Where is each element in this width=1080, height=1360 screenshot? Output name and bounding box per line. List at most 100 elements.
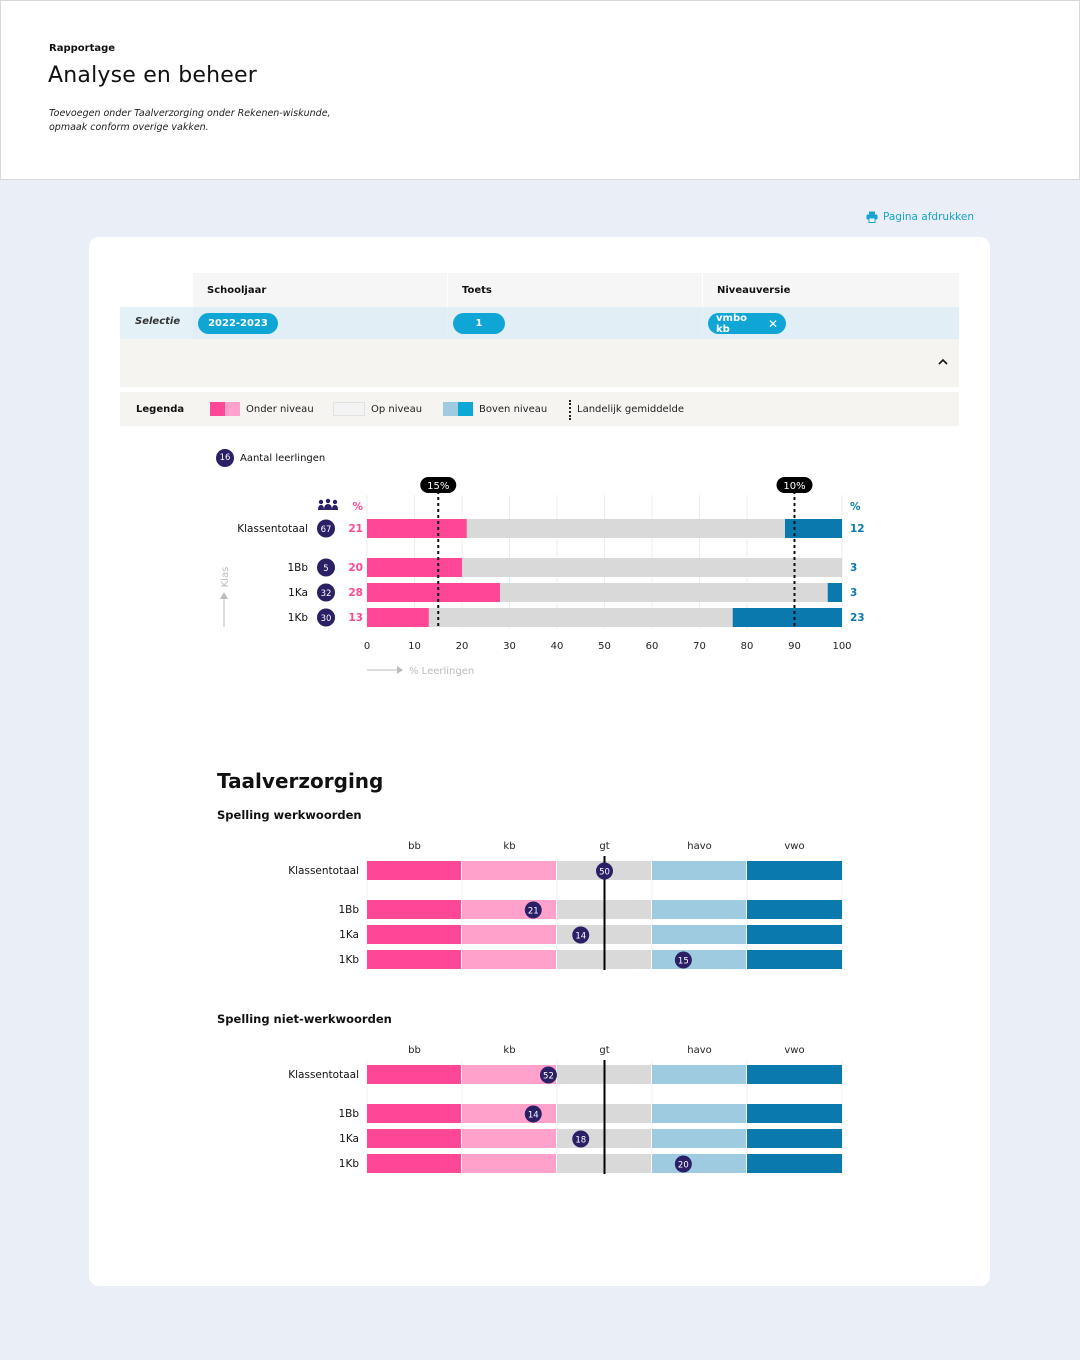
score-marker-label: 52 xyxy=(543,1072,554,1082)
boven-percent-label: 12 xyxy=(850,523,865,535)
filter-panel xyxy=(120,339,959,387)
level-band-kb xyxy=(462,925,556,944)
spelling-werkwoorden-chart: bb kb gt havo vwo Klassentotaal 1Bb 1Ka 1Kb 50 21 1… xyxy=(288,841,843,970)
level-label: kb xyxy=(503,1045,515,1056)
level-band-bb xyxy=(367,1129,461,1148)
x-tick-label: 0 xyxy=(364,641,370,652)
score-marker xyxy=(674,1155,692,1173)
level-band-kb xyxy=(462,950,556,969)
x-tick-label: 50 xyxy=(598,641,611,652)
chevron-up-icon[interactable] xyxy=(935,354,951,370)
column-header-schooljaar: Schooljaar xyxy=(193,273,447,307)
level-band-havo xyxy=(652,1104,746,1123)
spelling-niet-werkwoorden-chart: bb kb gt havo vwo Klassentotaal 1Bb 1Ka 1Kb 52 14 1… xyxy=(288,1045,843,1174)
level-band-kb xyxy=(462,1104,556,1123)
x-axis-arrowhead xyxy=(397,666,403,674)
count-badge xyxy=(317,608,335,627)
score-marker-label: 14 xyxy=(575,932,586,942)
legend-swatch-onder-light xyxy=(225,402,240,416)
level-band-vwo xyxy=(747,925,842,944)
level-band-havo xyxy=(652,1154,746,1173)
bar-boven-niveau xyxy=(785,519,842,538)
chart-title-niet-werkwoorden: Spelling niet-werkwoorden xyxy=(217,1012,392,1026)
score-marker xyxy=(572,1130,590,1148)
schooljaar-chip[interactable]: 2022-2023 xyxy=(198,313,278,334)
count-key-label: Aantal leerlingen xyxy=(240,452,326,464)
level-label: gt xyxy=(599,1045,609,1056)
level-label: havo xyxy=(687,1045,712,1056)
bar-onder-niveau xyxy=(367,558,462,577)
row-label: Klassentotaal xyxy=(237,523,308,535)
report-card: Schooljaar Toets Niveauversie Selectie 2… xyxy=(89,237,990,1286)
niveauversie-chip[interactable]: vmbo kb ✕ xyxy=(708,312,786,335)
level-band-vwo xyxy=(747,950,842,969)
level-band-bb xyxy=(367,1104,461,1123)
level-band-bb xyxy=(367,861,461,880)
bar-onder-niveau xyxy=(367,583,500,602)
level-label: gt xyxy=(599,841,609,852)
level-band-kb xyxy=(462,900,556,919)
level-band-havo xyxy=(652,1129,746,1148)
toets-chip-label: 1 xyxy=(475,318,483,329)
level-band-vwo xyxy=(747,1129,842,1148)
schooljaar-chip-label: 2022-2023 xyxy=(208,318,268,329)
legend-swatch-boven-light xyxy=(443,402,458,416)
level-band-vwo xyxy=(747,1154,842,1173)
level-band-bb xyxy=(367,1065,461,1084)
score-marker xyxy=(596,862,613,880)
level-band-vwo xyxy=(747,1104,842,1123)
x-tick-label: 30 xyxy=(503,641,516,652)
printer-icon xyxy=(866,211,878,223)
level-label: bb xyxy=(408,1045,421,1056)
count-badge xyxy=(317,583,335,602)
level-band-kb xyxy=(462,861,556,880)
count-key: 16 Aantal leerlingen xyxy=(216,449,325,467)
niveauversie-chip-label: vmbo kb xyxy=(716,312,747,335)
level-label: vwo xyxy=(784,841,804,852)
row-label: 1Bb xyxy=(338,1108,359,1120)
row-label: 1Ka xyxy=(339,1133,359,1145)
count-badge-label: 32 xyxy=(321,589,332,599)
level-band-havo xyxy=(652,1065,746,1084)
x-axis-label: % Leerlingen xyxy=(409,666,474,677)
level-band-kb xyxy=(462,1065,556,1084)
score-marker-label: 14 xyxy=(528,1111,539,1121)
onder-percent-label: 13 xyxy=(348,612,363,624)
y-axis-label: Klas xyxy=(220,567,231,588)
x-tick-label: 100 xyxy=(832,641,851,652)
level-band-havo xyxy=(652,950,746,969)
score-marker xyxy=(524,901,542,919)
count-badge-label: 67 xyxy=(321,525,332,535)
page-header: Rapportage Analyse en beheer Toevoegen o… xyxy=(0,0,1080,180)
bar-onder-niveau xyxy=(367,608,429,627)
level-band-kb xyxy=(462,1154,556,1173)
print-page-button[interactable]: Pagina afdrukken xyxy=(866,211,974,223)
toets-chip[interactable]: 1 xyxy=(453,313,505,334)
score-marker-label: 20 xyxy=(678,1161,689,1171)
national-average-label: 10% xyxy=(783,481,805,492)
x-tick-label: 10 xyxy=(408,641,421,652)
legend-swatch-boven-dark xyxy=(458,402,473,416)
boven-percent-header: % xyxy=(850,501,861,513)
row-label: 1Ka xyxy=(288,587,308,599)
level-band-vwo xyxy=(747,861,842,880)
row-label: Klassentotaal xyxy=(288,865,359,877)
row-label: 1Ka xyxy=(339,929,359,941)
level-label: havo xyxy=(687,841,712,852)
level-band-vwo xyxy=(747,900,842,919)
boven-percent-label: 23 xyxy=(850,612,865,624)
level-band-vwo xyxy=(747,1065,842,1084)
bar-boven-niveau xyxy=(732,608,842,627)
print-page-label: Pagina afdrukken xyxy=(883,211,974,223)
boven-percent-label: 3 xyxy=(850,562,857,574)
count-badge-label: 30 xyxy=(321,614,332,624)
score-marker xyxy=(674,951,692,969)
level-band-havo xyxy=(652,925,746,944)
people-icon xyxy=(318,498,338,510)
legend-swatch-op xyxy=(333,402,365,416)
selection-cell-toets: 1 xyxy=(448,307,702,339)
score-marker-label: 15 xyxy=(678,957,689,967)
boven-percent-label: 3 xyxy=(850,587,857,599)
close-icon[interactable]: ✕ xyxy=(767,316,778,331)
row-label: 1Kb xyxy=(339,1158,360,1170)
